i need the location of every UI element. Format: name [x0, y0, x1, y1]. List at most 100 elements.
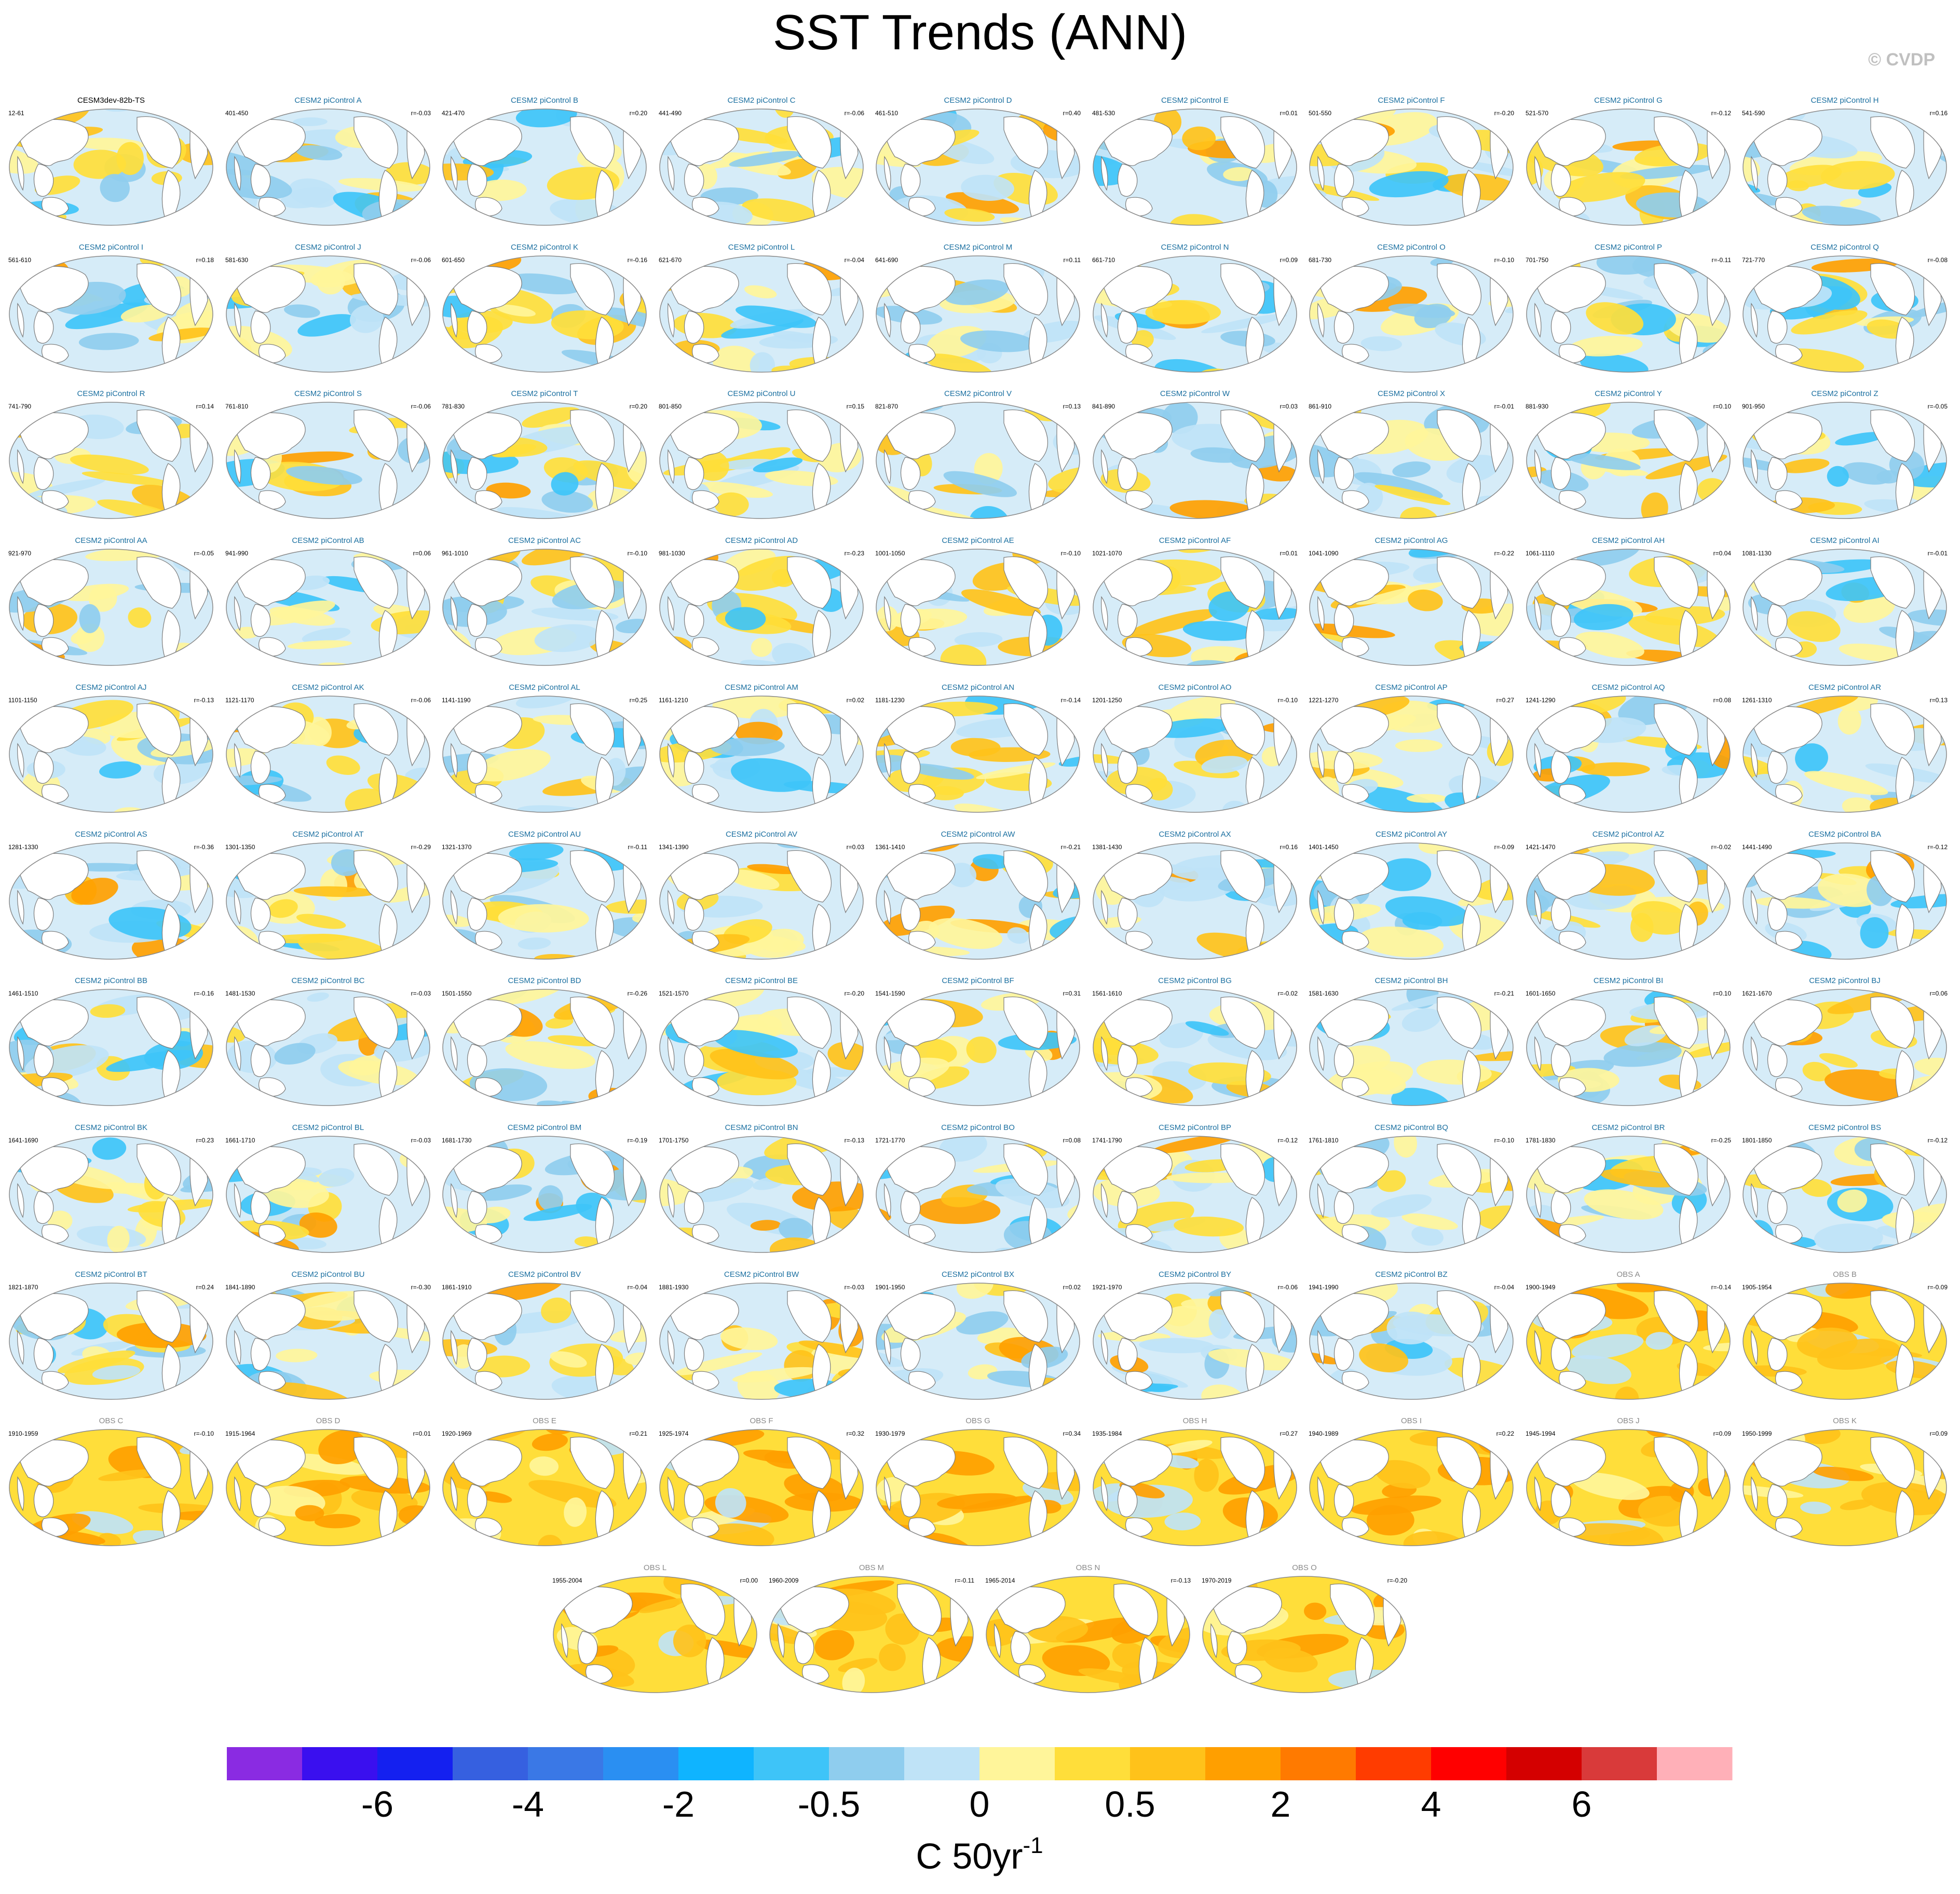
- panel-period: 1101-1150: [8, 697, 37, 704]
- map-panel: CESM2 piControl T 781-830 r=0.20: [442, 389, 648, 519]
- panel-period: 501-550: [1309, 110, 1331, 117]
- panel-title: CESM2 piControl AP: [1375, 683, 1447, 692]
- map-panel: CESM2 piControl I 561-610 r=0.18: [8, 243, 214, 373]
- panel-title: CESM2 piControl BS: [1808, 1123, 1881, 1132]
- panel-title: CESM2 piControl AF: [1159, 536, 1231, 545]
- panel-title: CESM2 piControl BH: [1375, 976, 1448, 985]
- map-panel: CESM2 piControl BA 1441-1490 r=-0.12: [1742, 830, 1948, 960]
- map-panel: OBS G 1930-1979 r=0.34: [875, 1416, 1081, 1546]
- panel-period: 1901-1950: [875, 1284, 905, 1291]
- panel-period: 1401-1450: [1309, 843, 1339, 851]
- map-panel: CESM2 piControl BD 1501-1550 r=-0.26: [442, 976, 647, 1106]
- panel-title: OBS L: [644, 1563, 666, 1572]
- panel-correlation: r=0.08: [1713, 697, 1732, 704]
- panel-period: 1935-1984: [1092, 1430, 1122, 1437]
- map-panel: CESM2 piControl AM 1161-1210 r=0.02: [659, 683, 864, 813]
- panel-period: 1241-1290: [1526, 697, 1556, 704]
- map-panel: CESM2 piControl BB 1461-1510 r=-0.16: [8, 976, 214, 1106]
- map-panel: OBS C 1910-1959 r=-0.10: [8, 1416, 214, 1546]
- map-panel: CESM2 piControl AO 1201-1250 r=-0.10: [1092, 683, 1298, 813]
- panel-title: OBS J: [1617, 1416, 1639, 1425]
- map-panel: OBS K 1950-1999 r=0.09: [1742, 1416, 1948, 1546]
- panel-correlation: r=-0.20: [1387, 1577, 1408, 1584]
- panel-title: CESM2 piControl AG: [1375, 536, 1448, 545]
- panel-correlation: r=0.20: [630, 110, 648, 117]
- map-panel: CESM2 piControl AF 1021-1070 r=0.01: [1092, 536, 1298, 666]
- panel-period: 681-730: [1309, 256, 1331, 264]
- panel-period: 1661-1710: [225, 1137, 255, 1144]
- panel-title: OBS B: [1833, 1270, 1857, 1279]
- panel-title: CESM2 piControl BA: [1808, 830, 1881, 839]
- panel-correlation: r=0.20: [630, 403, 648, 410]
- panel-title: CESM2 piControl C: [728, 96, 796, 105]
- panel-title: CESM2 piControl AJ: [76, 683, 147, 692]
- map-panel: CESM2 piControl C 441-490 r=-0.06: [659, 96, 864, 226]
- map-panel: CESM2 piControl AK 1121-1170 r=-0.06: [225, 683, 431, 813]
- colorbar-swatch: [1582, 1747, 1657, 1780]
- panel-title: OBS D: [316, 1416, 341, 1425]
- panel-correlation: r=-0.14: [1061, 697, 1081, 704]
- panel-title: OBS A: [1616, 1270, 1640, 1279]
- panel-period: 1641-1690: [8, 1137, 38, 1144]
- panel-title: CESM2 piControl AE: [942, 536, 1014, 545]
- colorbar-tick-label: 4: [1421, 1784, 1441, 1824]
- panel-period: 441-490: [659, 110, 682, 117]
- colorbar-tick-label: -0.5: [798, 1784, 861, 1824]
- panel-title: CESM2 piControl BZ: [1375, 1270, 1447, 1279]
- map-panel: CESM2 piControl AU 1321-1370 r=-0.11: [442, 830, 647, 960]
- map-panel: CESM2 piControl BQ 1761-1810 r=-0.10: [1309, 1123, 1514, 1253]
- panel-period: 1081-1130: [1742, 550, 1772, 557]
- map-panel: CESM2 piControl BX 1901-1950 r=0.02: [875, 1270, 1081, 1400]
- map-panel: CESM2 piControl BC 1481-1530 r=-0.03: [225, 976, 431, 1106]
- panel-title: CESM2 piControl M: [944, 243, 1013, 252]
- panel-period: 601-650: [442, 256, 465, 264]
- panel-title: CESM2 piControl O: [1377, 243, 1446, 252]
- panel-period: 1281-1330: [8, 843, 38, 851]
- panel-correlation: r=-0.13: [1171, 1577, 1191, 1584]
- map-panel: CESM2 piControl H 541-590 r=0.16: [1742, 96, 1948, 226]
- map-panel: CESM2 piControl BL 1661-1710 r=-0.03: [225, 1123, 431, 1253]
- panel-correlation: r=0.27: [1496, 697, 1515, 704]
- map-panel: OBS A 1900-1949 r=-0.14: [1526, 1270, 1731, 1400]
- map-panel: OBS B 1905-1954 r=-0.09: [1742, 1270, 1948, 1400]
- map-panel: CESM2 piControl AB 941-990 r=0.06: [225, 536, 431, 666]
- panel-correlation: r=0.24: [196, 1284, 214, 1291]
- panel-period: 1521-1570: [659, 990, 689, 997]
- panel-correlation: r=0.21: [630, 1430, 648, 1437]
- panel-period: 1381-1430: [1092, 843, 1122, 851]
- panel-title: CESM2 piControl AK: [292, 683, 364, 692]
- panel-period: 761-810: [225, 403, 248, 410]
- panel-correlation: r=0.01: [1280, 110, 1298, 117]
- panel-period: 1701-1750: [659, 1137, 689, 1144]
- panel-correlation: r=-0.06: [1278, 1284, 1298, 1291]
- panel-period: 1421-1470: [1526, 843, 1556, 851]
- panel-period: 1955-2004: [552, 1577, 582, 1584]
- panel-period: 1441-1490: [1742, 843, 1772, 851]
- panel-period: 1950-1999: [1742, 1430, 1772, 1437]
- map-panel: OBS O 1970-2019 r=-0.20: [1202, 1563, 1408, 1693]
- panel-period: 1945-1994: [1526, 1430, 1556, 1437]
- map-panel: CESM2 piControl BG 1561-1610 r=-0.02: [1092, 976, 1298, 1106]
- panel-title: CESM2 piControl AO: [1159, 683, 1232, 692]
- map-panel: CESM2 piControl AV 1341-1390 r=0.03: [659, 830, 864, 960]
- panel-correlation: r=0.34: [1063, 1430, 1081, 1437]
- panel-period: 1161-1210: [659, 697, 688, 704]
- panel-title: OBS C: [99, 1416, 124, 1425]
- map-panel: CESM2 piControl BZ 1941-1990 r=-0.04: [1309, 1270, 1514, 1400]
- panel-title: CESM2 piControl R: [77, 389, 145, 398]
- colorbar-swatch: [1657, 1747, 1733, 1780]
- panel-period: 1941-1990: [1309, 1284, 1339, 1291]
- panel-correlation: r=-0.06: [411, 256, 431, 264]
- panel-period: 1681-1730: [442, 1137, 472, 1144]
- panel-title: CESM2 piControl AH: [1592, 536, 1665, 545]
- map-panel: OBS E 1920-1969 r=0.21: [442, 1416, 648, 1546]
- panel-title: CESM2 piControl K: [511, 243, 578, 252]
- map-panel: CESM2 piControl AQ 1241-1290 r=0.08: [1526, 683, 1732, 813]
- panel-title: CESM2 piControl BE: [725, 976, 798, 985]
- panel-period: 641-690: [875, 256, 898, 264]
- panel-correlation: r=-0.21: [1494, 990, 1515, 997]
- map-panel: CESM2 piControl BH 1581-1630 r=-0.21: [1309, 976, 1515, 1106]
- panel-period: 12-61: [8, 110, 24, 117]
- panel-correlation: r=-0.01: [1928, 550, 1948, 557]
- panel-title: CESM2 piControl Y: [1595, 389, 1662, 398]
